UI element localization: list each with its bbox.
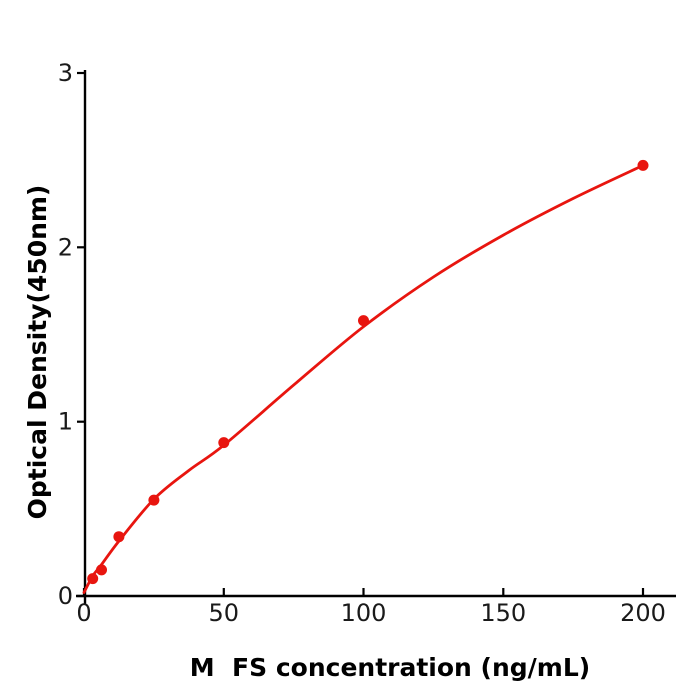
data-point <box>87 573 99 585</box>
x-tick-label: 150 <box>480 599 526 627</box>
axes <box>76 70 676 604</box>
x-tick-label: 200 <box>620 599 666 627</box>
data-point <box>148 494 160 506</box>
y-tick-label: 2 <box>58 233 73 261</box>
data-point <box>113 531 125 543</box>
data-point <box>637 159 649 171</box>
data-point <box>358 315 369 327</box>
x-tick-label: 50 <box>209 599 240 627</box>
y-tick-label: 3 <box>58 59 73 87</box>
x-tick-label: 100 <box>341 599 387 627</box>
fitted-curve-line <box>82 164 645 594</box>
y-axis-title: Optical Density(450nm) <box>23 185 52 520</box>
x-axis-ticks: 0 50 100 150 200 <box>76 588 666 627</box>
x-axis-title: M FS concentration (ng/mL) <box>190 653 590 682</box>
data-point <box>218 437 230 449</box>
y-axis-ticks: 0 1 2 3 <box>58 59 85 610</box>
y-tick-label: 0 <box>58 582 73 610</box>
data-point <box>96 564 107 576</box>
x-tick-label: 0 <box>76 599 91 627</box>
data-points <box>87 159 649 585</box>
y-tick-label: 1 <box>58 408 73 436</box>
